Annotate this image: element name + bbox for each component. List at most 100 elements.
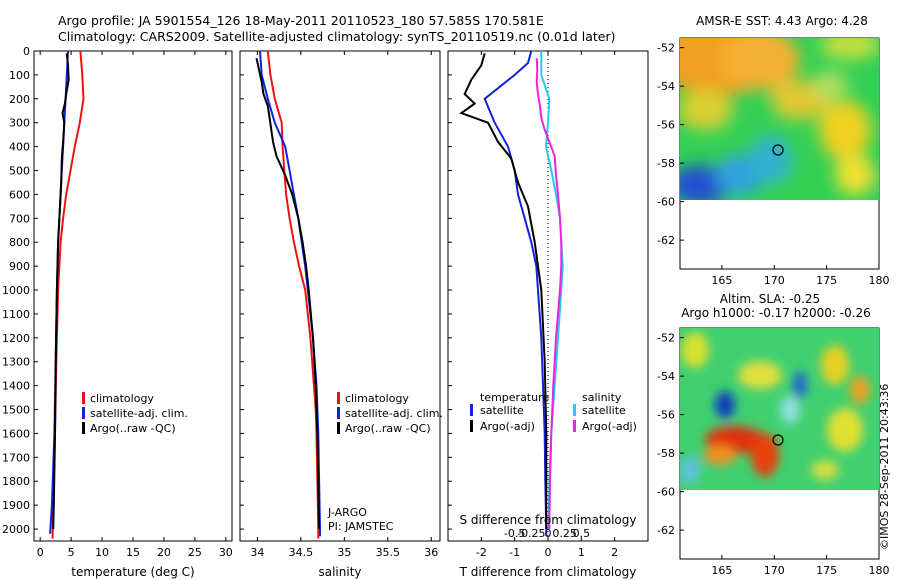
series-line-salinity-argo-adj- (535, 58, 563, 530)
difference-plot: -2 -1 0 1 2 -0.5-0.250 0.250.5 (448, 50, 618, 559)
lat-tick-label: -54 (657, 80, 675, 93)
lat-tick-label: -52 (657, 332, 675, 345)
s-diff-tick-label: 0.5 (573, 527, 591, 540)
x-tick-label: 5 (68, 546, 75, 559)
x-tick-label: 0 (37, 546, 44, 559)
series-line-argo-raw-qc- (52, 53, 70, 530)
depth-tick-label: 1800 (2, 475, 30, 488)
s-diff-tick-label: 0 (545, 527, 552, 540)
s-diff-tick-label: -0.25 (517, 527, 545, 540)
difference-legend: temperature satellite Argo(-adj) salinit… (470, 391, 637, 433)
argo-location-marker (772, 434, 784, 446)
lat-tick-label: -58 (657, 157, 675, 170)
depth-tick-label: 200 (9, 93, 30, 106)
x-tick-label: 30 (219, 546, 233, 559)
x-tick-label: 20 (157, 546, 171, 559)
legend-label-salinity-satellite: satellite (582, 404, 626, 417)
depth-tick-label: 1500 (2, 404, 30, 417)
x-tick-label: 34 (250, 546, 264, 559)
salinity-legend: climatology satellite-adj. clim. Argo(..… (327, 392, 443, 533)
x-tick-label: 35.5 (376, 546, 401, 559)
legend-swatch-satellite (337, 407, 340, 419)
lon-tick-label: 175 (816, 564, 837, 577)
legend-label-satellite: satellite-adj. clim. (345, 407, 443, 420)
sla-map-title: Altim. SLA: -0.25 (720, 292, 820, 306)
salinity-plot: 34 34.5 35 35.5 36 (240, 50, 438, 559)
x-tick-label: 0 (545, 546, 552, 559)
depth-tick-label: 1200 (2, 332, 30, 345)
x-tick-label: 34.5 (289, 546, 314, 559)
depth-tick-label: 0 (23, 45, 30, 58)
sla-map: Altim. SLA: -0.25 Argo h1000: -0.17 h200… (657, 292, 889, 577)
series-line-temperature-satellite (483, 50, 548, 537)
annotation-j-argo: J-ARGO (327, 506, 367, 519)
annotation-pi: PI: JAMSTEC (328, 520, 394, 533)
lat-tick-label: -58 (657, 447, 675, 460)
legend-label-satellite: satellite-adj. clim. (90, 407, 188, 420)
salinity-panel-frame (239, 50, 441, 542)
lat-tick-label: -56 (657, 409, 675, 422)
lat-tick-label: -60 (657, 486, 675, 499)
legend-label-salinity-argo: Argo(-adj) (582, 420, 637, 433)
depth-axis: 0 100 200 300 400 500 600 700 800 900 1000 1100 1200… (2, 45, 38, 536)
depth-tick-label: 500 (9, 165, 30, 178)
depth-tick-label: 1700 (2, 451, 30, 464)
s-diff-tick-label: 0.25 (552, 527, 577, 540)
lon-tick-label: 180 (869, 564, 890, 577)
depth-tick-label: 1400 (2, 380, 30, 393)
legend-swatch-climatology (337, 392, 340, 404)
temperature-plot: 0 5 10 15 20 25 30 (37, 50, 233, 559)
x-tick-label: 36 (424, 546, 438, 559)
series-line-temperature-argo-adj- (459, 53, 548, 529)
depth-tick-label: 800 (9, 236, 30, 249)
x-tick-label: -2 (476, 546, 487, 559)
legend-swatch-satellite (82, 407, 85, 419)
legend-label-temperature-argo: Argo(-adj) (480, 420, 535, 433)
sst-map: AMSR-E SST: 4.43 Argo: 4.28 165 170 175 180… (657, 14, 890, 287)
argo-location-marker (772, 144, 784, 156)
legend-label-argo: Argo(..raw -QC) (345, 422, 431, 435)
x-tick-label: -1 (509, 546, 520, 559)
imos-timestamp: ©IMOS 28-Sep-2011 20:43:36 (878, 384, 891, 550)
lat-tick-label: -62 (657, 524, 675, 537)
depth-tick-label: 600 (9, 188, 30, 201)
x-tick-label: 35 (337, 546, 351, 559)
sla-map-field (680, 328, 879, 490)
x-tick-label: 15 (126, 546, 140, 559)
legend-swatch-salinity-satellite (573, 404, 576, 416)
depth-tick-label: 900 (9, 260, 30, 273)
lat-tick-label: -52 (657, 42, 675, 55)
lat-tick-label: -60 (657, 196, 675, 209)
temperature-legend: climatology satellite-adj. clim. Argo(..… (82, 392, 188, 435)
legend-title-salinity: salinity (582, 391, 622, 404)
sst-map-title: AMSR-E SST: 4.43 Argo: 4.28 (696, 14, 868, 28)
lon-tick-label: 170 (764, 274, 785, 287)
temperature-axis-label: temperature (deg C) (71, 565, 194, 579)
depth-tick-label: 1300 (2, 356, 30, 369)
depth-tick-label: 1000 (2, 284, 30, 297)
sla-map-subtitle: Argo h1000: -0.17 h2000: -0.26 (681, 306, 871, 320)
sst-map-field (680, 38, 879, 200)
depth-tick-label: 400 (9, 141, 30, 154)
s-difference-axis-label: S difference from climatology (460, 513, 637, 527)
lon-tick-label: 180 (869, 274, 890, 287)
lon-tick-label: 175 (816, 274, 837, 287)
series-line-argo-raw-qc- (255, 57, 321, 530)
lat-tick-label: -56 (657, 119, 675, 132)
x-tick-label: 1 (578, 546, 585, 559)
legend-label-argo: Argo(..raw -QC) (90, 422, 176, 435)
x-tick-label: 10 (95, 546, 109, 559)
legend-swatch-salinity-argo (573, 420, 576, 432)
depth-tick-label: 100 (9, 69, 30, 82)
lat-tick-label: -62 (657, 234, 675, 247)
legend-label-climatology: climatology (90, 392, 154, 405)
legend-swatch-climatology (82, 392, 85, 404)
depth-tick-label: 1900 (2, 499, 30, 512)
header-title-line1: Argo profile: JA 5901554_126 18-May-2011… (58, 13, 544, 28)
lon-tick-label: 165 (711, 564, 732, 577)
legend-label-temperature-satellite: satellite (480, 404, 524, 417)
lon-tick-label: 170 (764, 564, 785, 577)
legend-swatch-argo (337, 422, 340, 434)
depth-tick-label: 300 (9, 117, 30, 130)
